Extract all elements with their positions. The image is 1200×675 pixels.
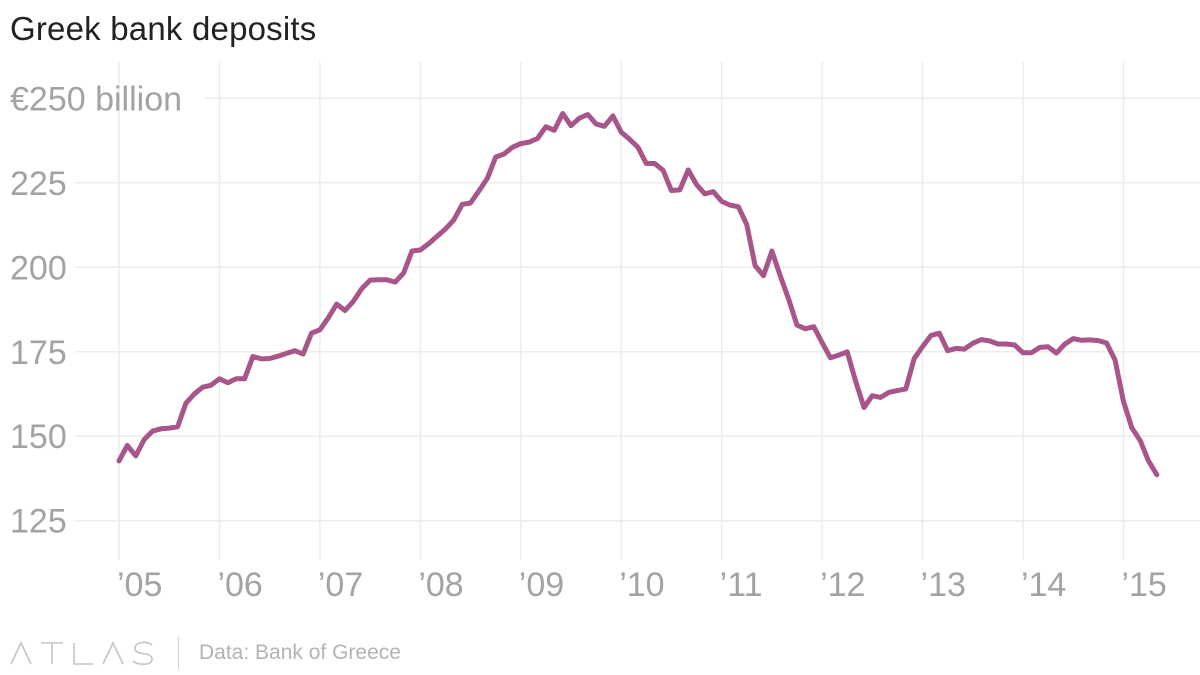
- x-tick-label: ’15: [1121, 566, 1166, 604]
- x-tick-label: ’05: [117, 566, 162, 604]
- x-tick-label: ’06: [217, 566, 262, 604]
- chart-title: Greek bank deposits: [10, 10, 317, 47]
- y-tick-label: 175: [10, 334, 67, 372]
- y-tick-label: €250 billion: [10, 80, 182, 118]
- x-tick-label: ’09: [519, 566, 564, 604]
- y-tick-label: 150: [10, 418, 67, 456]
- gridlines: [75, 62, 1200, 560]
- x-tick-label: ’08: [418, 566, 463, 604]
- x-tick-label: ’10: [619, 566, 664, 604]
- series-lines: [116, 111, 1160, 478]
- y-tick-label: 225: [10, 165, 67, 203]
- chart-footer: Data: Bank of Greece: [10, 636, 401, 670]
- atlas-wordmark-icon: [10, 641, 153, 665]
- footer-separator: [178, 637, 179, 669]
- data-source: Data: Bank of Greece: [199, 641, 401, 664]
- x-tick-label: ’14: [1021, 566, 1066, 604]
- x-tick-label: ’12: [820, 566, 865, 604]
- y-tick-label: 200: [10, 249, 67, 287]
- atlas-logo: [10, 641, 156, 665]
- deposits-line: [116, 111, 1160, 478]
- x-axis-tick-labels: ’05 ’06 ’07 ’08 ’09 ’10 ’11 ’12 ’13 ’14 ’15: [117, 566, 1167, 604]
- x-tick-label: ’11: [720, 566, 763, 604]
- y-tick-label: 125: [10, 503, 67, 541]
- x-tick-label: ’07: [318, 566, 363, 604]
- y-axis-tick-labels: €250 billion 225 200 175 150 125: [10, 80, 182, 540]
- x-tick-label: ’13: [921, 566, 966, 604]
